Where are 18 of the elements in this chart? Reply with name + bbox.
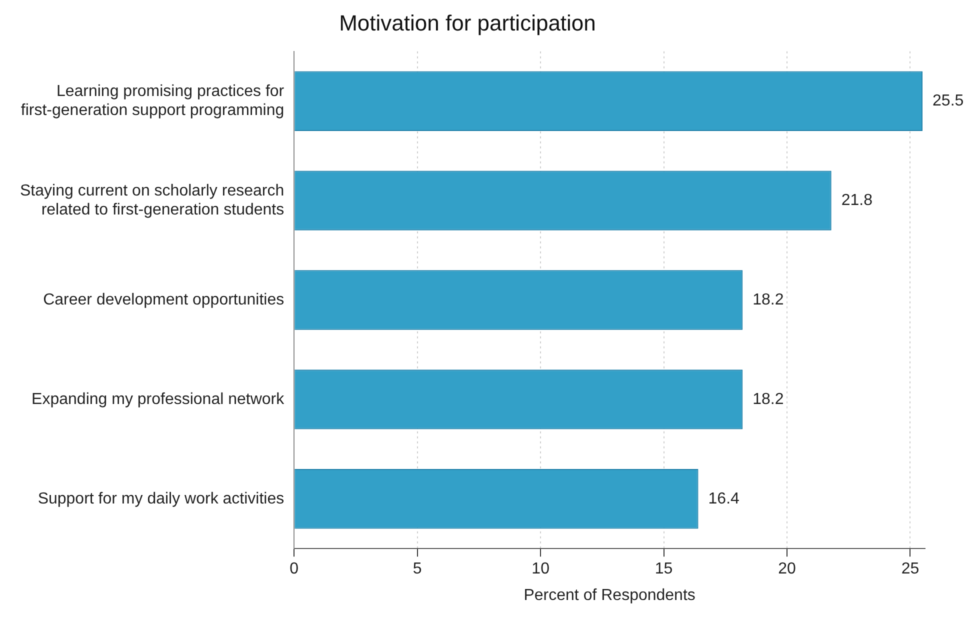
data-label: 21.8	[841, 192, 873, 209]
x-tick-label: 10	[532, 560, 550, 578]
chart-title: Motivation for participation	[339, 10, 596, 36]
data-label: 18.2	[752, 390, 784, 408]
y-tick-label: Support for my daily work activities	[38, 490, 284, 508]
x-tick-label: 0	[290, 560, 299, 578]
y-tick-label: Career development opportunities	[43, 291, 284, 308]
x-tick-label: 20	[778, 560, 796, 578]
x-tick-label: 5	[412, 560, 422, 578]
data-label: 25.5	[932, 92, 964, 110]
y-tick-label: Staying current on scholarly research related to first-generation students	[20, 182, 284, 219]
x-axis-title: Percent of Respondents	[524, 586, 696, 604]
y-tick-label: Expanding my professional network	[32, 390, 286, 408]
data-label: 18.2	[752, 291, 784, 308]
y-tick-label: Learning promising practices for first-generation support programming	[20, 82, 285, 120]
x-tick-label: 15	[654, 560, 673, 578]
x-tick-label: 25	[901, 560, 920, 578]
data-label: 16.4	[708, 490, 740, 508]
